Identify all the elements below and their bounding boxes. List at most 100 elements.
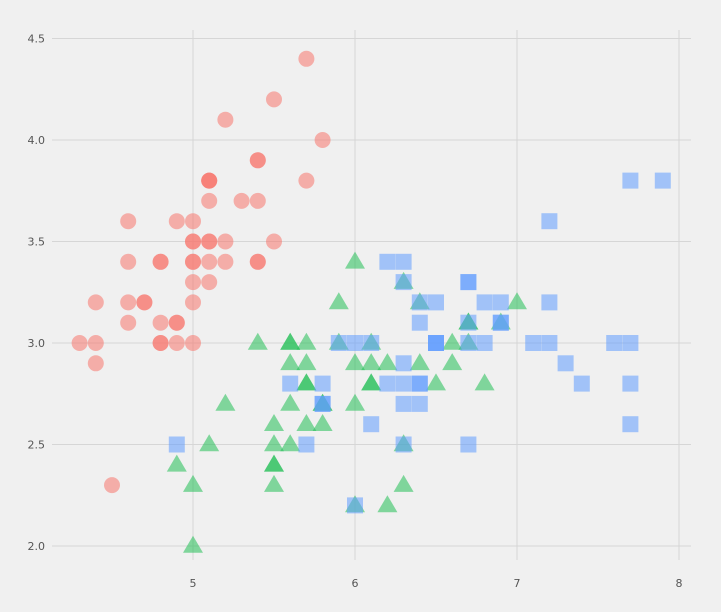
circle-point bbox=[120, 253, 137, 270]
circle-point bbox=[249, 192, 266, 209]
circle-point bbox=[120, 213, 137, 230]
square-point bbox=[622, 335, 639, 351]
circle-point bbox=[249, 253, 266, 270]
circle-point bbox=[168, 335, 185, 351]
square-point bbox=[606, 335, 623, 351]
triangle-point bbox=[442, 353, 463, 371]
y-tick-label: 2.0 bbox=[28, 540, 46, 553]
triangle-point bbox=[312, 414, 333, 431]
square-point bbox=[573, 375, 590, 392]
circle-point bbox=[298, 50, 315, 67]
square-point bbox=[492, 294, 509, 311]
circle-point bbox=[87, 294, 104, 311]
square-point bbox=[282, 375, 299, 392]
circle-point bbox=[136, 294, 153, 311]
circle-point bbox=[266, 91, 282, 108]
circle-point bbox=[249, 152, 266, 169]
triangle-point bbox=[264, 434, 284, 452]
triangle-point bbox=[280, 332, 301, 350]
circle-point bbox=[201, 253, 218, 270]
circle-point bbox=[185, 213, 201, 230]
triangle-point bbox=[296, 353, 317, 371]
square-point bbox=[347, 335, 363, 351]
triangle-point bbox=[345, 251, 365, 269]
square-point bbox=[622, 172, 639, 189]
x-axis-ticks: 5 6 7 8 bbox=[190, 577, 683, 590]
square-point bbox=[395, 253, 412, 270]
triangle-point bbox=[280, 393, 301, 411]
y-tick-label: 4.5 bbox=[28, 33, 46, 46]
square-point bbox=[428, 294, 444, 311]
square-point bbox=[622, 375, 639, 392]
circle-point bbox=[152, 335, 169, 351]
circle-point bbox=[201, 172, 218, 189]
triangle-point bbox=[183, 535, 203, 553]
y-tick-label: 2.5 bbox=[28, 439, 46, 452]
square-point bbox=[395, 355, 412, 372]
circle-point bbox=[120, 294, 137, 311]
square-point bbox=[411, 375, 428, 392]
triangle-point bbox=[183, 474, 203, 492]
square-point bbox=[460, 314, 477, 331]
square-point bbox=[395, 395, 412, 412]
triangle-point bbox=[296, 332, 317, 350]
triangle-point bbox=[264, 414, 284, 431]
triangle-point bbox=[377, 495, 398, 513]
triangle-point bbox=[361, 353, 382, 371]
square-point bbox=[541, 294, 558, 311]
square-point bbox=[541, 335, 558, 351]
square-point bbox=[476, 294, 493, 311]
circle-point bbox=[201, 192, 218, 209]
square-point bbox=[314, 395, 331, 412]
circle-point bbox=[185, 233, 201, 250]
square-point bbox=[541, 213, 558, 230]
circle-point bbox=[152, 253, 169, 270]
triangle-point bbox=[393, 474, 414, 492]
square-point bbox=[460, 335, 477, 351]
circle-point bbox=[201, 233, 218, 250]
square-point bbox=[363, 335, 380, 351]
triangle-point bbox=[345, 393, 365, 411]
square-point bbox=[492, 314, 509, 331]
triangle-point bbox=[215, 393, 236, 411]
square-point bbox=[395, 436, 412, 453]
triangle-point bbox=[264, 474, 284, 492]
circle-point bbox=[185, 253, 201, 270]
square-point bbox=[363, 416, 380, 433]
square-point bbox=[395, 274, 412, 291]
circle-point bbox=[217, 111, 234, 128]
triangle-point bbox=[409, 353, 430, 371]
square-point bbox=[347, 497, 363, 514]
square-point bbox=[411, 395, 428, 412]
triangle-point bbox=[361, 373, 382, 391]
x-tick-label: 7 bbox=[514, 577, 521, 590]
circle-point bbox=[120, 314, 137, 331]
data-points bbox=[71, 50, 671, 553]
circle-point bbox=[104, 477, 120, 494]
x-tick-label: 8 bbox=[676, 577, 683, 590]
circle-point bbox=[298, 172, 315, 189]
triangle-point bbox=[377, 353, 398, 371]
square-point bbox=[411, 294, 428, 311]
circle-point bbox=[87, 335, 104, 351]
square-point bbox=[460, 274, 477, 291]
square-point bbox=[379, 375, 396, 392]
square-point bbox=[395, 375, 412, 392]
circle-point bbox=[217, 253, 234, 270]
square-point bbox=[298, 436, 315, 453]
triangle-point bbox=[199, 434, 220, 452]
circle-point bbox=[266, 233, 282, 250]
y-tick-label: 3.0 bbox=[28, 337, 46, 350]
y-tick-label: 4.0 bbox=[28, 134, 46, 147]
square-point bbox=[622, 416, 639, 433]
square-point bbox=[525, 335, 542, 351]
triangle-point bbox=[345, 353, 365, 371]
circle-point bbox=[168, 314, 185, 331]
circle-point bbox=[87, 355, 104, 372]
y-axis-ticks: 2.0 2.5 3.0 3.5 4.0 4.5 bbox=[28, 33, 46, 554]
x-tick-label: 6 bbox=[352, 577, 359, 590]
triangle-point bbox=[474, 373, 495, 391]
circle-point bbox=[185, 274, 201, 291]
circle-point bbox=[201, 274, 218, 291]
triangle-point bbox=[247, 332, 268, 350]
